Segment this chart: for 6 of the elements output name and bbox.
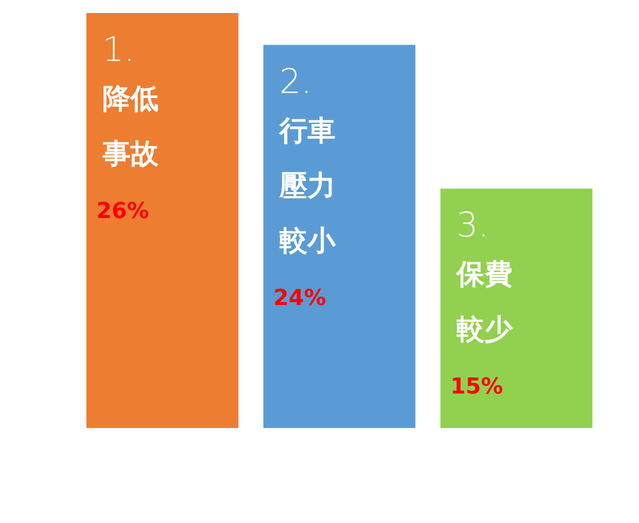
data-label: 15% [450,374,504,400]
x-tick-label: 1. 降低事故 [101,30,160,170]
data-label: 24% [273,286,326,311]
x-tick-label: 3. 保費較少 [455,206,514,346]
x-tick-label: 2. 行車壓力較小 [278,62,336,257]
data-label: 26% [96,199,150,224]
